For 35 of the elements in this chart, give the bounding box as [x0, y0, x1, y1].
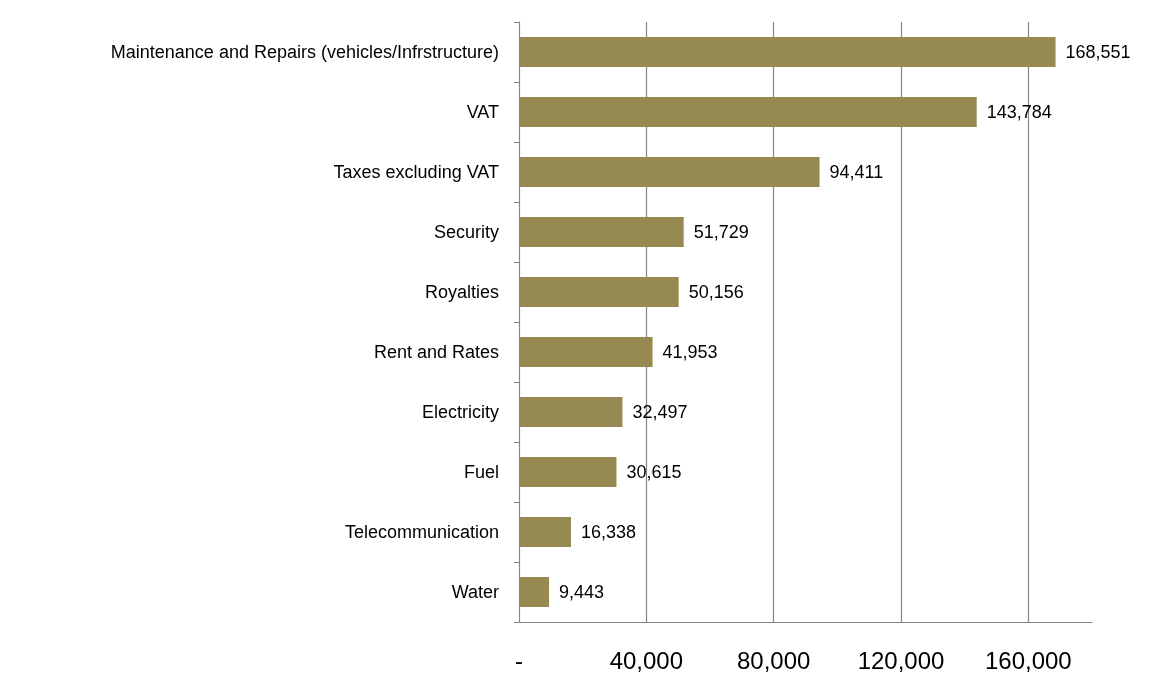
- data-label: 32,497: [632, 402, 688, 422]
- y-tick-label: Rent and Rates: [373, 342, 499, 362]
- bar: [519, 337, 653, 367]
- y-tick-label: Taxes excluding VAT: [333, 162, 499, 182]
- bar: [519, 217, 684, 247]
- bar: [519, 97, 977, 127]
- data-label: 41,953: [662, 342, 718, 362]
- data-label: 9,443: [559, 582, 605, 602]
- bar: [519, 277, 679, 307]
- x-tick-label: 40,000: [609, 646, 684, 674]
- bar: [519, 37, 1056, 67]
- bar: [519, 457, 617, 487]
- y-tick-label: Royalties: [424, 282, 499, 302]
- x-tick-label: 80,000: [736, 646, 811, 674]
- data-label: 143,784: [986, 102, 1052, 122]
- data-label: 16,338: [581, 522, 637, 542]
- x-tick-label: 120,000: [857, 646, 945, 674]
- bar: [519, 517, 572, 547]
- x-tick-label: -: [515, 646, 523, 674]
- y-tick-label: VAT: [466, 102, 499, 122]
- y-tick-label: Water: [451, 582, 499, 602]
- y-tick-label: Telecommunication: [344, 522, 499, 542]
- bar: [519, 397, 623, 427]
- x-tick-label: 160,000: [984, 646, 1072, 674]
- y-tick-label: Security: [433, 222, 499, 242]
- bar: [519, 157, 820, 187]
- y-tick-label: Electricity: [421, 402, 499, 422]
- data-label: 168,551: [1065, 42, 1131, 62]
- y-tick-label: Maintenance and Repairs (vehicles/Infrstructure): [110, 42, 499, 62]
- y-tick-label: Fuel: [463, 462, 499, 482]
- bar: [519, 577, 550, 607]
- data-label: 50,156: [688, 282, 744, 302]
- data-label: 94,411: [829, 162, 884, 182]
- data-label: 51,729: [693, 222, 749, 242]
- data-label: 30,615: [626, 462, 682, 482]
